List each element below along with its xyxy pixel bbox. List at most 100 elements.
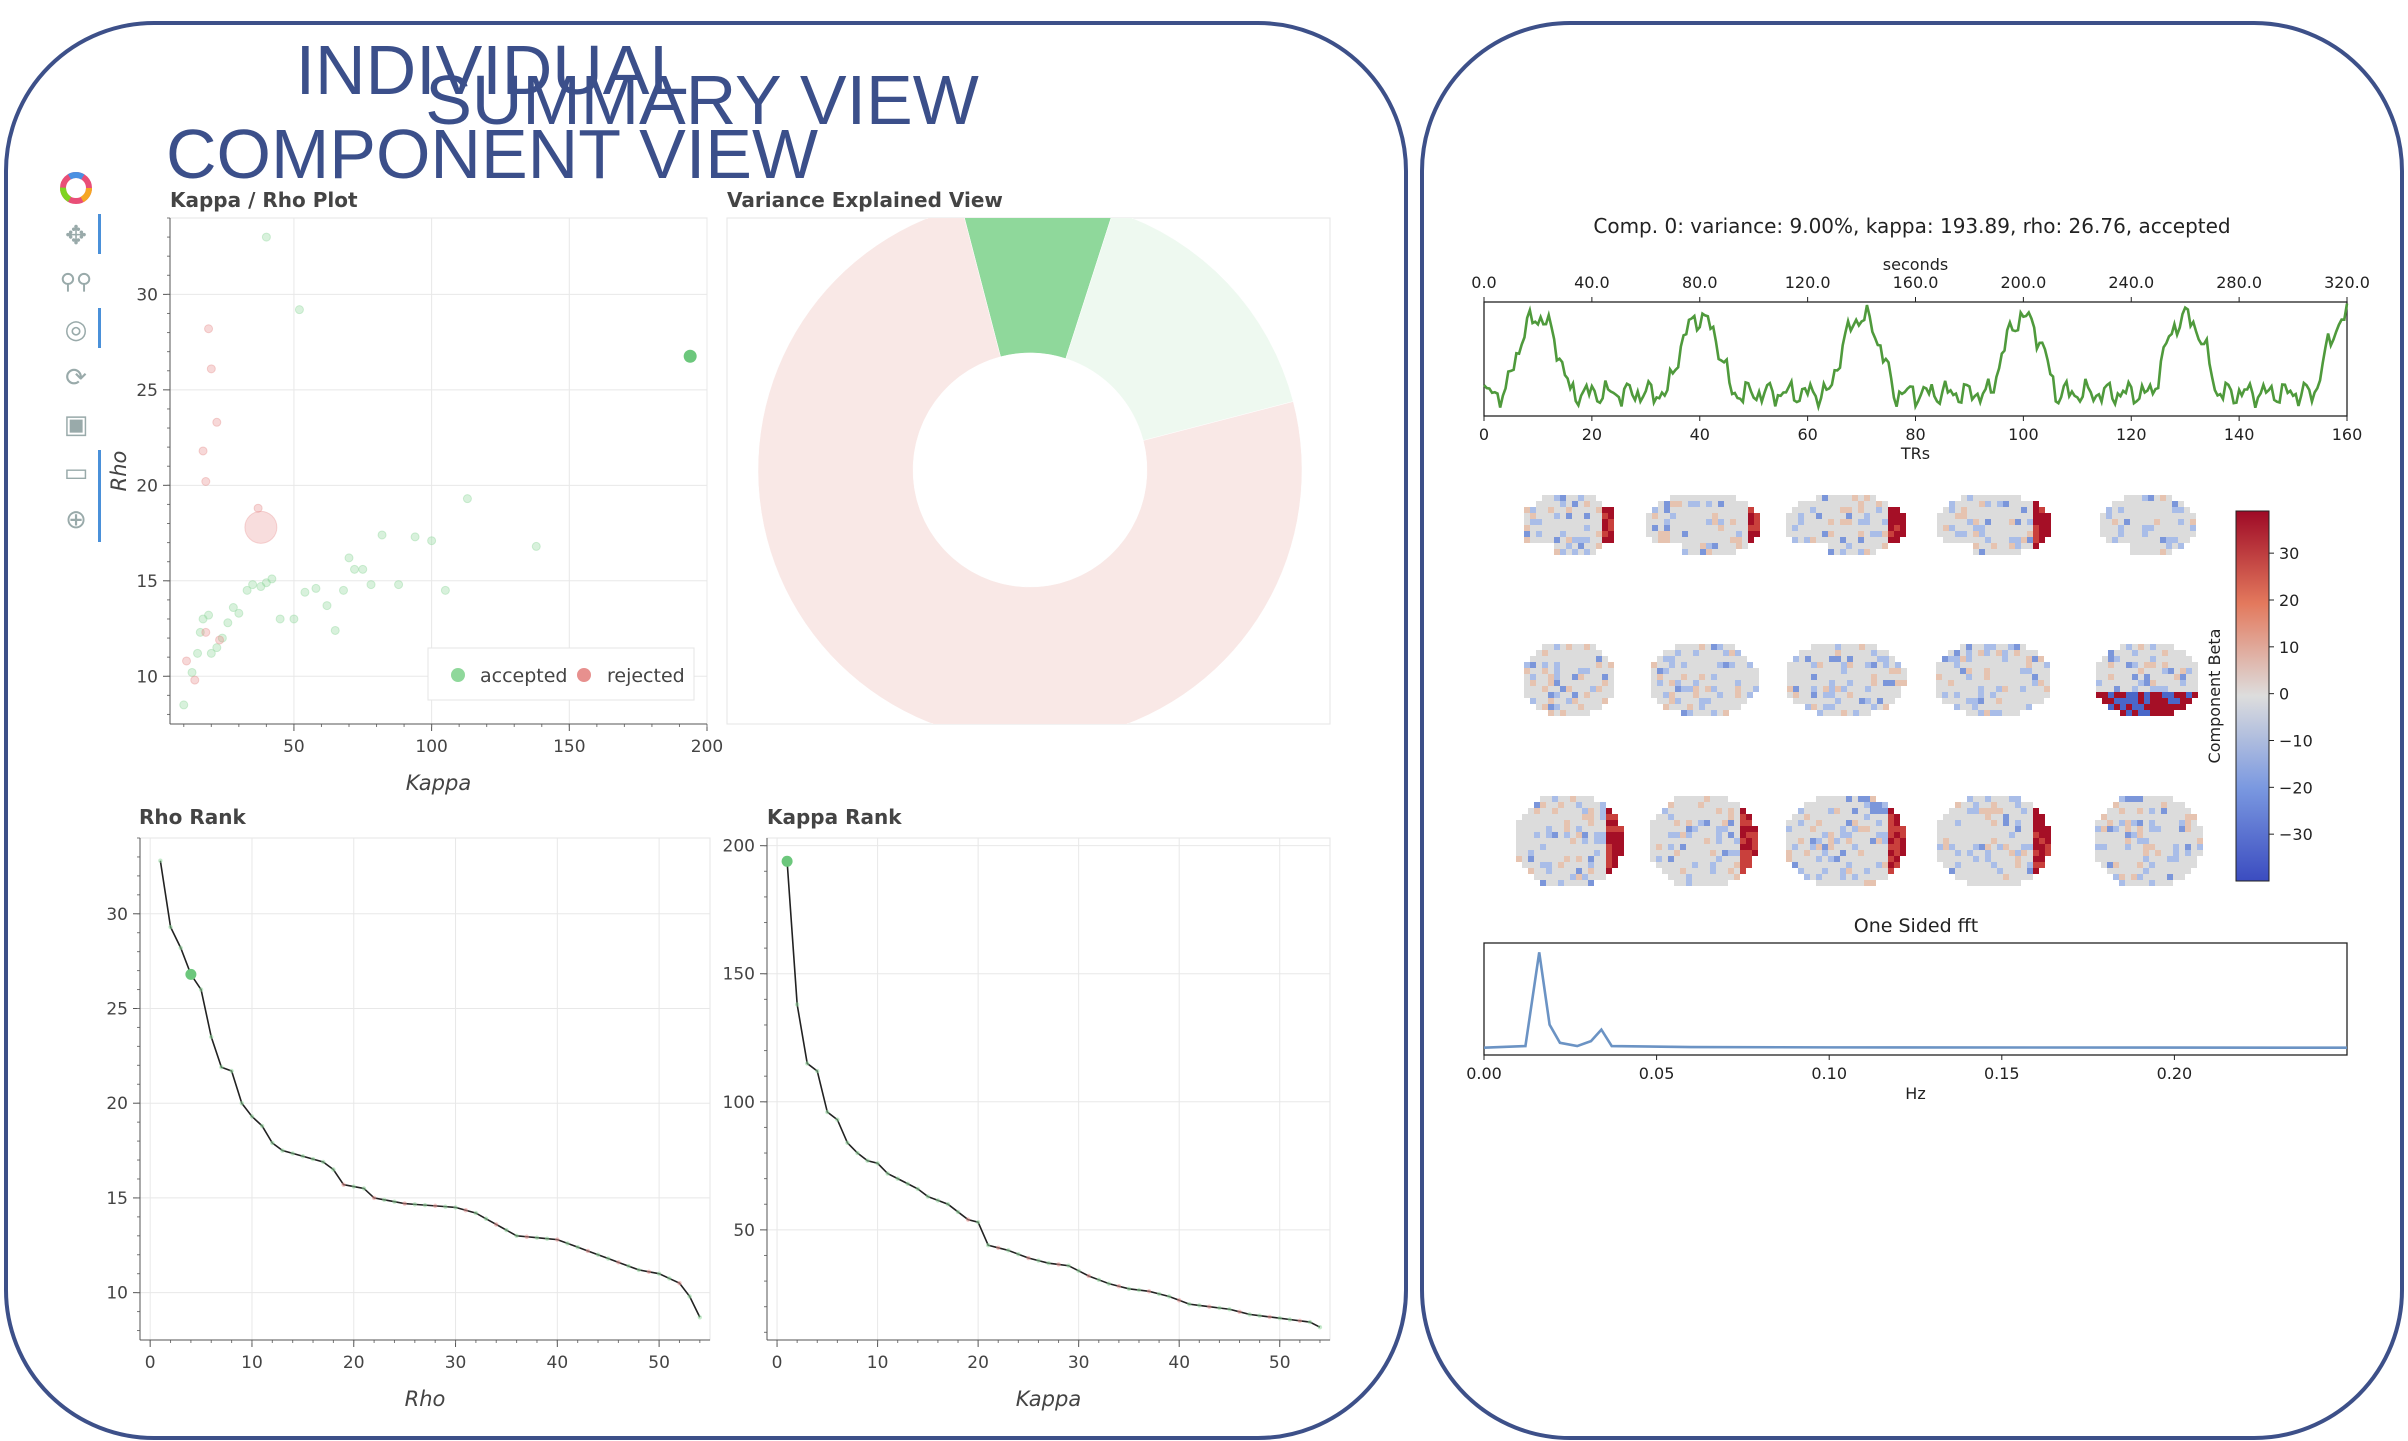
- plot-area: [169, 217, 708, 725]
- rank-point: [1247, 1312, 1252, 1317]
- pan-icon[interactable]: ✥: [65, 220, 87, 250]
- accepted-point: [212, 643, 222, 653]
- accepted-point: [275, 614, 285, 624]
- x-tick-label: 40: [547, 1353, 569, 1373]
- rank-point: [544, 1236, 550, 1241]
- rank-point: [392, 1199, 397, 1204]
- rank-point: [361, 1186, 367, 1191]
- y-axis-label: Rho: [107, 451, 131, 492]
- x-tick-label: 10: [867, 1353, 889, 1373]
- rho-rank-title: Rho Rank: [139, 805, 246, 829]
- brain-slice: [2100, 495, 2196, 555]
- ts-x2-tick-label: 200.0: [2000, 273, 2046, 292]
- rank-point: [249, 1114, 255, 1119]
- summary-view-title: SUMMARY VIEW: [425, 61, 979, 139]
- x-tick-label: 0: [772, 1353, 783, 1373]
- brain-slice: [1524, 644, 1614, 716]
- x-tick-label: 100: [415, 737, 447, 757]
- reset-icon[interactable]: ⟳: [65, 362, 87, 392]
- colorbar: [2235, 510, 2270, 882]
- rank-point: [1227, 1307, 1232, 1312]
- brain-slice: [1786, 796, 1906, 886]
- brain-slice: [1936, 644, 2050, 716]
- y-tick-label: 10: [136, 667, 158, 687]
- timeseries-line: [1483, 303, 2349, 412]
- accepted-point: [261, 232, 271, 242]
- x-axis-label: Kappa: [1016, 1387, 1081, 1411]
- fft-x-tick-label: 0.10: [1811, 1064, 1847, 1083]
- wheel-zoom-icon[interactable]: ◎: [64, 314, 88, 344]
- rank-point: [1076, 1268, 1081, 1274]
- rank-point: [1096, 1277, 1101, 1283]
- x-tick-label: 40: [1168, 1353, 1190, 1373]
- rank-point: [1307, 1319, 1313, 1325]
- pie-slice: [757, 218, 1303, 724]
- rank-point: [524, 1234, 529, 1239]
- accepted-point: [294, 305, 304, 315]
- rank-point: [885, 1171, 890, 1176]
- accepted-point: [256, 582, 266, 592]
- rank-point: [555, 1237, 560, 1242]
- rank-point: [1217, 1305, 1222, 1311]
- rank-point: [443, 1204, 448, 1209]
- save-icon[interactable]: ▣: [63, 409, 89, 439]
- rank-point: [1036, 1258, 1041, 1263]
- rank-point: [219, 1065, 224, 1070]
- colorbar-tick-label: −20: [2279, 778, 2313, 797]
- rank-point: [371, 1195, 377, 1201]
- accepted-point: [322, 601, 332, 611]
- kappa-rho-title: Kappa / Rho Plot: [170, 188, 358, 212]
- x-tick-label: 200: [691, 737, 723, 757]
- pie-slice: [1065, 218, 1294, 441]
- kappa-rank-title: Kappa Rank: [767, 805, 902, 829]
- rank-point: [955, 1209, 961, 1215]
- rank-point: [1006, 1248, 1011, 1253]
- plot-area: [139, 837, 711, 1341]
- y-tick-label: 20: [106, 1094, 128, 1114]
- pie-slices: [757, 218, 1303, 724]
- individual-title-line1: INDIVIDUAL: [295, 31, 689, 109]
- brain-slice: [1646, 495, 1760, 555]
- ts-x-tick-label: 160: [2332, 425, 2363, 444]
- wheel-zoom-active-indicator: [98, 308, 101, 348]
- accepted-point: [228, 603, 238, 613]
- ts-x-tick-label: 80: [1905, 425, 1925, 444]
- rank-point: [1056, 1262, 1061, 1267]
- bokeh-logo-icon[interactable]: [56, 170, 96, 204]
- rank-point: [794, 1002, 800, 1007]
- box-zoom-icon[interactable]: ⚲⚲: [59, 269, 93, 294]
- brain-slice: [1524, 495, 1614, 555]
- rank-point: [1066, 1263, 1071, 1268]
- rank-point: [697, 1315, 703, 1320]
- rank-point: [935, 1198, 941, 1203]
- ts-x2-tick-label: 320.0: [2324, 273, 2370, 292]
- fft-x-tick-label: 0.00: [1466, 1064, 1502, 1083]
- accepted-point: [248, 580, 258, 590]
- accepted-point: [300, 587, 310, 597]
- accepted-point: [462, 494, 472, 504]
- crosshair-icon[interactable]: ⊕: [65, 504, 87, 534]
- pie-slice: [964, 218, 1112, 359]
- hover-icon[interactable]: ▭: [63, 457, 89, 487]
- accepted-point: [440, 585, 450, 595]
- variance-title: Variance Explained View: [727, 188, 1003, 212]
- rank-point: [687, 1294, 692, 1299]
- rank-point: [198, 987, 204, 992]
- rank-point: [168, 924, 173, 930]
- x-axis-label: Rho: [405, 1387, 446, 1411]
- accepted-point: [410, 532, 420, 542]
- rank-point: [1317, 1324, 1323, 1330]
- rank-point: [1046, 1260, 1051, 1266]
- rank-point: [514, 1233, 519, 1239]
- y-tick-label: 20: [136, 476, 158, 496]
- individual-title-line2: COMPONENT VIEW: [165, 115, 819, 193]
- rank-point: [975, 1219, 981, 1225]
- accepted-point: [377, 530, 387, 540]
- fft-x-tick-label: 0.05: [1639, 1064, 1675, 1083]
